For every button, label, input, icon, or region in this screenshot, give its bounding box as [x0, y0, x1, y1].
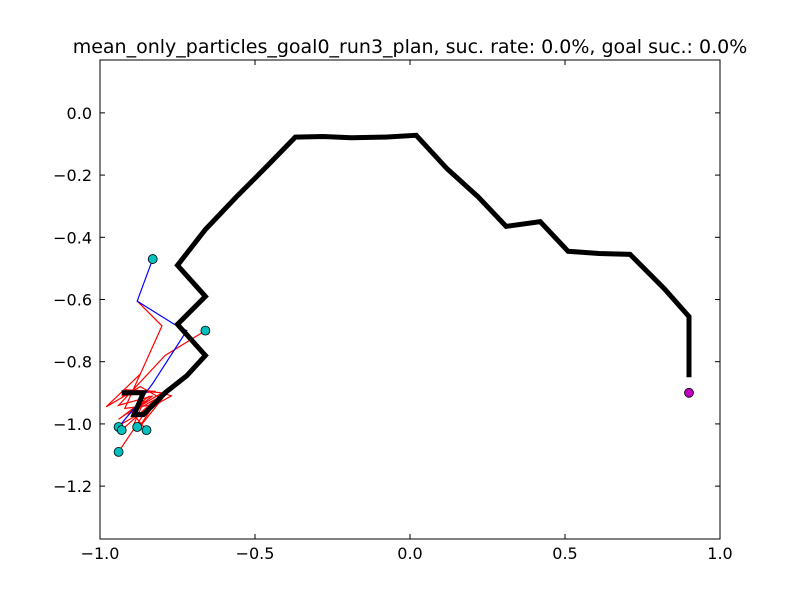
chart-title: mean_only_particles_goal0_run3_plan, suc…	[73, 36, 748, 58]
end-marker	[132, 422, 143, 432]
y-tick-label: 0.0	[67, 104, 92, 123]
goal-marker	[684, 387, 694, 398]
end-marker	[113, 447, 124, 457]
y-tick-label: −1.2	[53, 477, 92, 496]
y-tick-label: −0.4	[53, 228, 92, 247]
ticks-layer: −1.0 −0.5 0.0 0.5 1.0 0.0 −0.2 −0.4 −0.6 −0.8 −1.0…	[53, 60, 733, 563]
x-tick-label: 1.0	[707, 544, 732, 563]
x-tick-label: 0.5	[552, 544, 577, 563]
y-tick-label: −0.6	[53, 291, 92, 310]
x-tick-label: 0.0	[397, 544, 422, 563]
start-marker	[147, 254, 158, 264]
y-tick-label: −0.2	[53, 166, 92, 185]
x-tick-label: −1.0	[81, 544, 120, 563]
x-tick-label: −0.5	[236, 544, 275, 563]
end-marker	[141, 425, 152, 436]
y-tick-label: −0.8	[53, 353, 92, 372]
y-tick-label: −1.0	[53, 415, 92, 434]
plot-area	[100, 60, 720, 539]
start-marker	[200, 325, 211, 336]
marker-layer	[113, 254, 694, 457]
series-layer	[105, 132, 692, 453]
end-marker	[116, 425, 127, 436]
plan-path-line	[121, 132, 692, 418]
